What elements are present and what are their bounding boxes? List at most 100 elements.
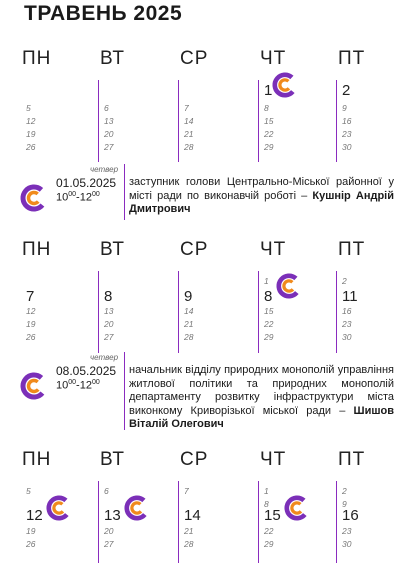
other-week-date: 13 <box>104 306 114 316</box>
event-divider <box>124 352 125 430</box>
official-name: Шишов Віталій Олегович <box>129 404 394 431</box>
other-week-date: 19 <box>26 526 36 536</box>
column-divider <box>98 80 99 162</box>
day-cell: ПН 7 12 19 26 <box>20 235 92 365</box>
other-week-date: 9 <box>342 499 347 509</box>
other-week-date: 12 <box>26 306 36 316</box>
column-divider <box>178 271 179 353</box>
other-week-date: 9 <box>342 103 347 113</box>
day-cell: СР 9 14 21 28 <box>178 235 250 365</box>
other-week-date: 23 <box>342 129 352 139</box>
other-week-date: 14 <box>184 116 194 126</box>
other-week-date: 26 <box>26 539 36 549</box>
date-number: 2 <box>342 82 351 99</box>
other-week-date: 1 <box>264 276 269 286</box>
date-number: 13 <box>104 507 121 524</box>
day-name: ВТ <box>100 48 126 69</box>
city-logo-icon <box>20 372 48 400</box>
other-week-date: 23 <box>342 526 352 536</box>
other-week-date: 2 <box>342 486 347 496</box>
other-week-date: 7 <box>184 103 189 113</box>
other-week-date: 22 <box>264 129 274 139</box>
other-week-date: 15 <box>264 306 274 316</box>
other-week-date: 26 <box>26 142 36 152</box>
city-logo-icon <box>276 273 302 299</box>
day-cell: ПТ 2 9 16 23 30 <box>336 44 408 174</box>
date-number: 8 <box>104 288 113 305</box>
date-number: 15 <box>264 507 281 524</box>
day-cell: ВТ 6 13 20 27 <box>98 44 170 174</box>
other-week-date: 28 <box>184 332 194 342</box>
other-week-date: 22 <box>264 319 274 329</box>
other-week-date: 12 <box>26 116 36 126</box>
other-week-date: 6 <box>104 103 109 113</box>
other-week-date: 27 <box>104 332 114 342</box>
other-week-date: 21 <box>184 526 194 536</box>
other-week-date: 30 <box>342 539 352 549</box>
other-week-date: 14 <box>184 306 194 316</box>
day-name: СР <box>180 449 209 470</box>
day-cell: ПТ 2 11 16 23 30 <box>336 235 408 365</box>
other-week-date: 7 <box>184 486 189 496</box>
other-week-date: 30 <box>342 142 352 152</box>
column-divider <box>258 80 259 162</box>
event-description: заступник голови Центрально-Міської райо… <box>129 176 394 216</box>
date-number: 11 <box>342 288 358 305</box>
column-divider <box>336 481 337 563</box>
other-week-date: 1 <box>264 486 269 496</box>
day-name: ВТ <box>100 449 126 470</box>
date-number: 14 <box>184 507 201 524</box>
city-logo-icon <box>20 184 48 212</box>
column-divider <box>336 80 337 162</box>
column-divider <box>178 481 179 563</box>
column-divider <box>258 481 259 563</box>
city-logo-icon <box>124 495 150 521</box>
day-name: ЧТ <box>260 449 287 470</box>
other-week-date: 19 <box>26 319 36 329</box>
date-number: 9 <box>184 288 193 305</box>
other-week-date: 16 <box>342 306 352 316</box>
day-cell: СР 7 14 21 28 <box>178 445 250 575</box>
other-week-date: 5 <box>26 103 31 113</box>
week-1: ПН 5 12 19 26 ВТ 6 13 20 27 СР 7 14 21 28 ЧТ 1 8 15 22 29 ПТ 2… <box>0 44 408 174</box>
event-block: четвер 01.05.2025 1000-1200 заступник го… <box>0 164 408 224</box>
day-name: ВТ <box>100 239 126 260</box>
date-number: 12 <box>26 507 43 524</box>
other-week-date: 29 <box>264 539 274 549</box>
day-cell: ЧТ 1 8 15 22 29 <box>258 235 330 365</box>
column-divider <box>178 80 179 162</box>
day-name: СР <box>180 239 209 260</box>
other-week-date: 13 <box>104 116 114 126</box>
week-3: ПН 5 12 19 26 ВТ 6 13 20 27 СР 7 14 21 28 ЧТ 1 8 15 22 29 ПТ 2… <box>0 445 408 575</box>
other-week-date: 2 <box>342 276 347 286</box>
other-week-date: 21 <box>184 129 194 139</box>
city-logo-icon <box>272 72 298 98</box>
day-name: ЧТ <box>260 239 287 260</box>
other-week-date: 28 <box>184 539 194 549</box>
day-cell: ПТ 2 9 16 23 30 <box>336 445 408 575</box>
other-week-date: 23 <box>342 319 352 329</box>
event-date: 01.05.2025 <box>56 176 117 190</box>
other-week-date: 27 <box>104 142 114 152</box>
page-title: ТРАВЕНЬ 2025 <box>24 2 183 25</box>
date-number: 1 <box>264 82 273 99</box>
event-time: 1000-1200 <box>56 379 100 392</box>
other-week-date: 16 <box>342 116 352 126</box>
other-week-date: 8 <box>264 499 269 509</box>
column-divider <box>258 271 259 353</box>
event-block: четвер 08.05.2025 1000-1200 начальник ві… <box>0 352 408 432</box>
other-week-date: 20 <box>104 526 114 536</box>
day-cell: ЧТ 1 8 15 22 29 <box>258 445 330 575</box>
column-divider <box>98 271 99 353</box>
city-logo-icon <box>284 495 310 521</box>
date-number: 16 <box>342 507 359 524</box>
other-week-date: 20 <box>104 319 114 329</box>
column-divider <box>336 271 337 353</box>
event-weekday: четвер <box>90 353 119 362</box>
day-name: ПН <box>22 239 52 260</box>
day-name: ПТ <box>338 449 366 470</box>
event-description: начальник відділу природних монополій уп… <box>129 364 394 431</box>
official-name: Кушнір Андрій Дмитрович <box>129 189 394 216</box>
day-cell: ЧТ 1 8 15 22 29 <box>258 44 330 174</box>
other-week-date: 6 <box>104 486 109 496</box>
